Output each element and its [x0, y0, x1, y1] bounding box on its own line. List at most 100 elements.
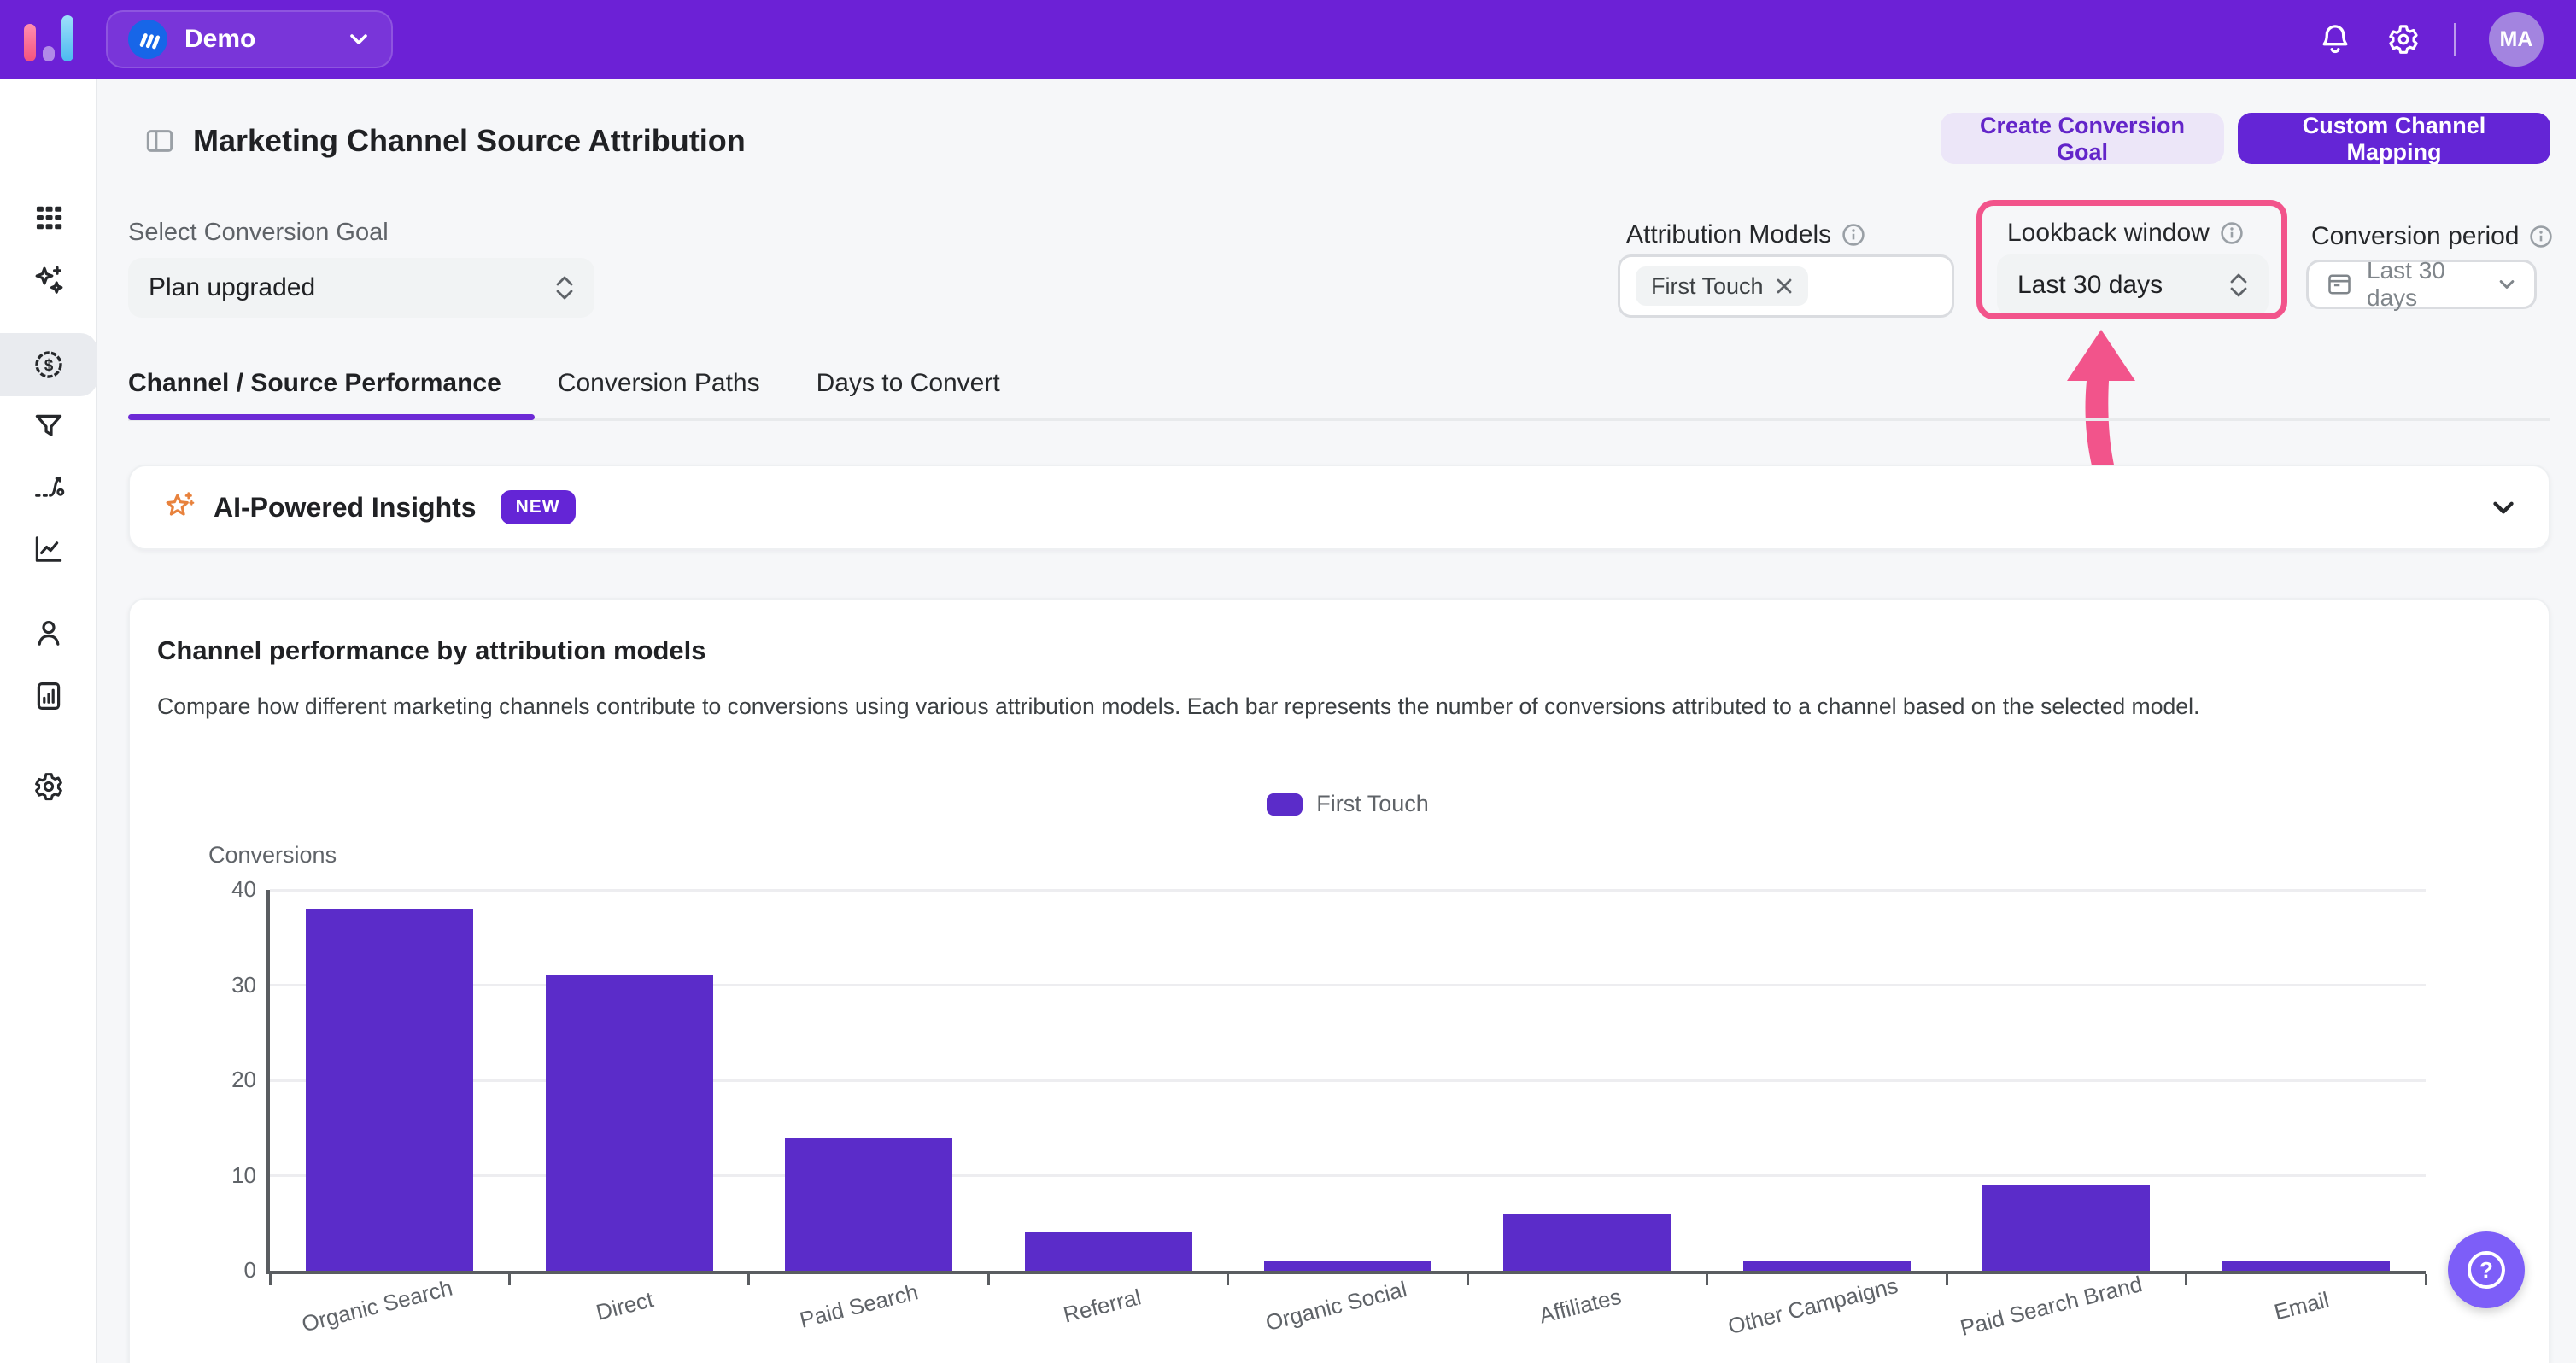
tab-days-to-convert[interactable]: Days to Convert	[816, 369, 1000, 397]
sidebar-item-flows[interactable]	[0, 456, 97, 519]
first-touch-chip[interactable]: First Touch	[1636, 266, 1808, 306]
report-tabs: Channel / Source Performance Conversion …	[128, 369, 1000, 422]
y-tick-label: 40	[231, 876, 256, 902]
bar-affiliates[interactable]	[1503, 1214, 1671, 1271]
notifications-bell-icon[interactable]	[2317, 21, 2353, 57]
project-selector[interactable]: Demo	[106, 10, 393, 68]
topbar-divider	[2454, 23, 2456, 56]
x-axis-tick	[1706, 1274, 1709, 1285]
bar-email[interactable]	[2222, 1261, 2390, 1271]
dollar-badge-icon: $	[35, 351, 62, 378]
custom-channel-mapping-button[interactable]: Custom Channel Mapping	[2238, 113, 2550, 165]
close-icon[interactable]	[1776, 278, 1793, 295]
info-icon[interactable]	[1841, 223, 1865, 247]
x-axis-tick	[747, 1274, 751, 1285]
sidebar-item-users[interactable]	[0, 601, 97, 664]
bar-direct[interactable]	[545, 975, 713, 1271]
x-axis-tick	[1227, 1274, 1230, 1285]
x-axis-tick	[1466, 1274, 1469, 1285]
bar-paid-search[interactable]	[785, 1137, 953, 1271]
settings-gear-icon[interactable]	[2386, 21, 2421, 57]
info-icon[interactable]	[2529, 225, 2553, 249]
bar-organic-search[interactable]	[306, 909, 474, 1271]
ai-insights-title: AI-Powered Insights	[214, 491, 477, 523]
bar-referral[interactable]	[1024, 1232, 1192, 1271]
conversion-period-select[interactable]: Last 30 days	[2306, 257, 2537, 311]
gridline	[270, 888, 2426, 892]
y-tick-label: 10	[231, 1161, 256, 1188]
x-axis-label: Organic Search	[299, 1274, 455, 1337]
boards-grid-icon	[36, 206, 62, 230]
x-axis-line	[266, 1271, 2426, 1274]
y-tick-label: 0	[243, 1257, 256, 1283]
new-badge: NEW	[500, 490, 576, 524]
x-axis-label: Paid Search Brand	[1958, 1271, 2146, 1341]
x-axis-tick	[986, 1274, 990, 1285]
panel-toggle-icon[interactable]	[143, 125, 176, 157]
project-icon	[128, 20, 167, 59]
line-chart-icon	[35, 536, 62, 562]
sidebar-item-reports[interactable]	[0, 664, 97, 728]
x-axis-tick	[268, 1274, 272, 1285]
y-axis-line	[266, 890, 270, 1274]
gridline	[270, 1079, 2426, 1082]
sidebar-item-insights[interactable]	[0, 518, 97, 581]
x-axis-tick	[507, 1274, 511, 1285]
gear-icon	[35, 773, 62, 801]
x-axis-tick	[2424, 1274, 2427, 1285]
question-mark-icon: ?	[2468, 1251, 2505, 1289]
calendar-icon	[2328, 274, 2351, 295]
attribution-models-input[interactable]: First Touch	[1618, 254, 1954, 318]
x-axis-label: Referral	[1060, 1284, 1144, 1328]
sidebar-item-ai[interactable]	[0, 248, 97, 311]
y-tick-label: 30	[231, 971, 256, 997]
create-conversion-goal-button[interactable]: Create Conversion Goal	[1941, 113, 2224, 165]
bar-other-campaigns[interactable]	[1742, 1261, 1911, 1271]
chart-title: Channel performance by attribution model…	[157, 635, 706, 665]
svg-text:$: $	[44, 357, 54, 375]
x-axis-tick	[1945, 1274, 1948, 1285]
tab-conversion-paths[interactable]: Conversion Paths	[557, 369, 760, 397]
mixpanel-logo-icon[interactable]	[22, 0, 87, 79]
conversion-goal-select[interactable]: Plan upgraded	[128, 258, 594, 318]
info-icon[interactable]	[2220, 221, 2244, 245]
x-axis-label: Paid Search	[797, 1278, 922, 1333]
left-sidebar: $	[0, 79, 97, 1363]
top-navigation-bar: Demo MA	[0, 0, 2576, 79]
legend-swatch	[1267, 793, 1303, 816]
bar-paid-search-brand[interactable]	[1982, 1185, 2151, 1271]
y-axis-title: Conversions	[208, 842, 337, 868]
funnel-icon	[35, 414, 62, 436]
gridline	[270, 1174, 2426, 1177]
bar-organic-social[interactable]	[1264, 1261, 1431, 1271]
attribution-models-label: Attribution Models	[1626, 220, 1865, 249]
chevron-down-icon	[2499, 280, 2515, 289]
sidebar-item-settings[interactable]	[0, 755, 97, 818]
report-document-icon	[37, 682, 61, 710]
chevron-down-icon[interactable]	[2489, 493, 2518, 522]
user-avatar[interactable]: MA	[2489, 12, 2544, 67]
tabs-divider	[128, 418, 2550, 421]
x-axis-label: Organic Social	[1262, 1276, 1410, 1337]
lookback-window-select[interactable]: Last 30 days	[1997, 254, 2269, 316]
page-title: Marketing Channel Source Attribution	[193, 123, 746, 158]
sidebar-item-revenue-attribution[interactable]: $	[0, 333, 97, 396]
y-tick-label: 20	[231, 1067, 256, 1092]
x-axis-label: Affiliates	[1537, 1283, 1625, 1329]
x-axis-label: Direct	[593, 1286, 656, 1325]
ai-insights-card[interactable]: AI-Powered Insights NEW	[128, 465, 2550, 550]
active-tab-underline	[128, 414, 535, 420]
lookback-window-label: Lookback window	[2007, 219, 2244, 248]
gridline	[270, 984, 2426, 986]
tab-channel-source-performance[interactable]: Channel / Source Performance	[128, 369, 501, 397]
help-button[interactable]: ?	[2448, 1231, 2525, 1308]
chart-description: Compare how different marketing channels…	[157, 693, 2200, 719]
sort-chevrons-icon	[556, 276, 573, 300]
sidebar-item-boards[interactable]	[0, 186, 97, 249]
conversion-period-label: Conversion period	[2311, 222, 2553, 251]
sidebar-item-funnels[interactable]	[0, 395, 97, 458]
x-axis-label: Email	[2271, 1286, 2332, 1325]
ai-star-icon	[166, 492, 195, 516]
chart-legend[interactable]: First Touch	[270, 791, 2426, 817]
